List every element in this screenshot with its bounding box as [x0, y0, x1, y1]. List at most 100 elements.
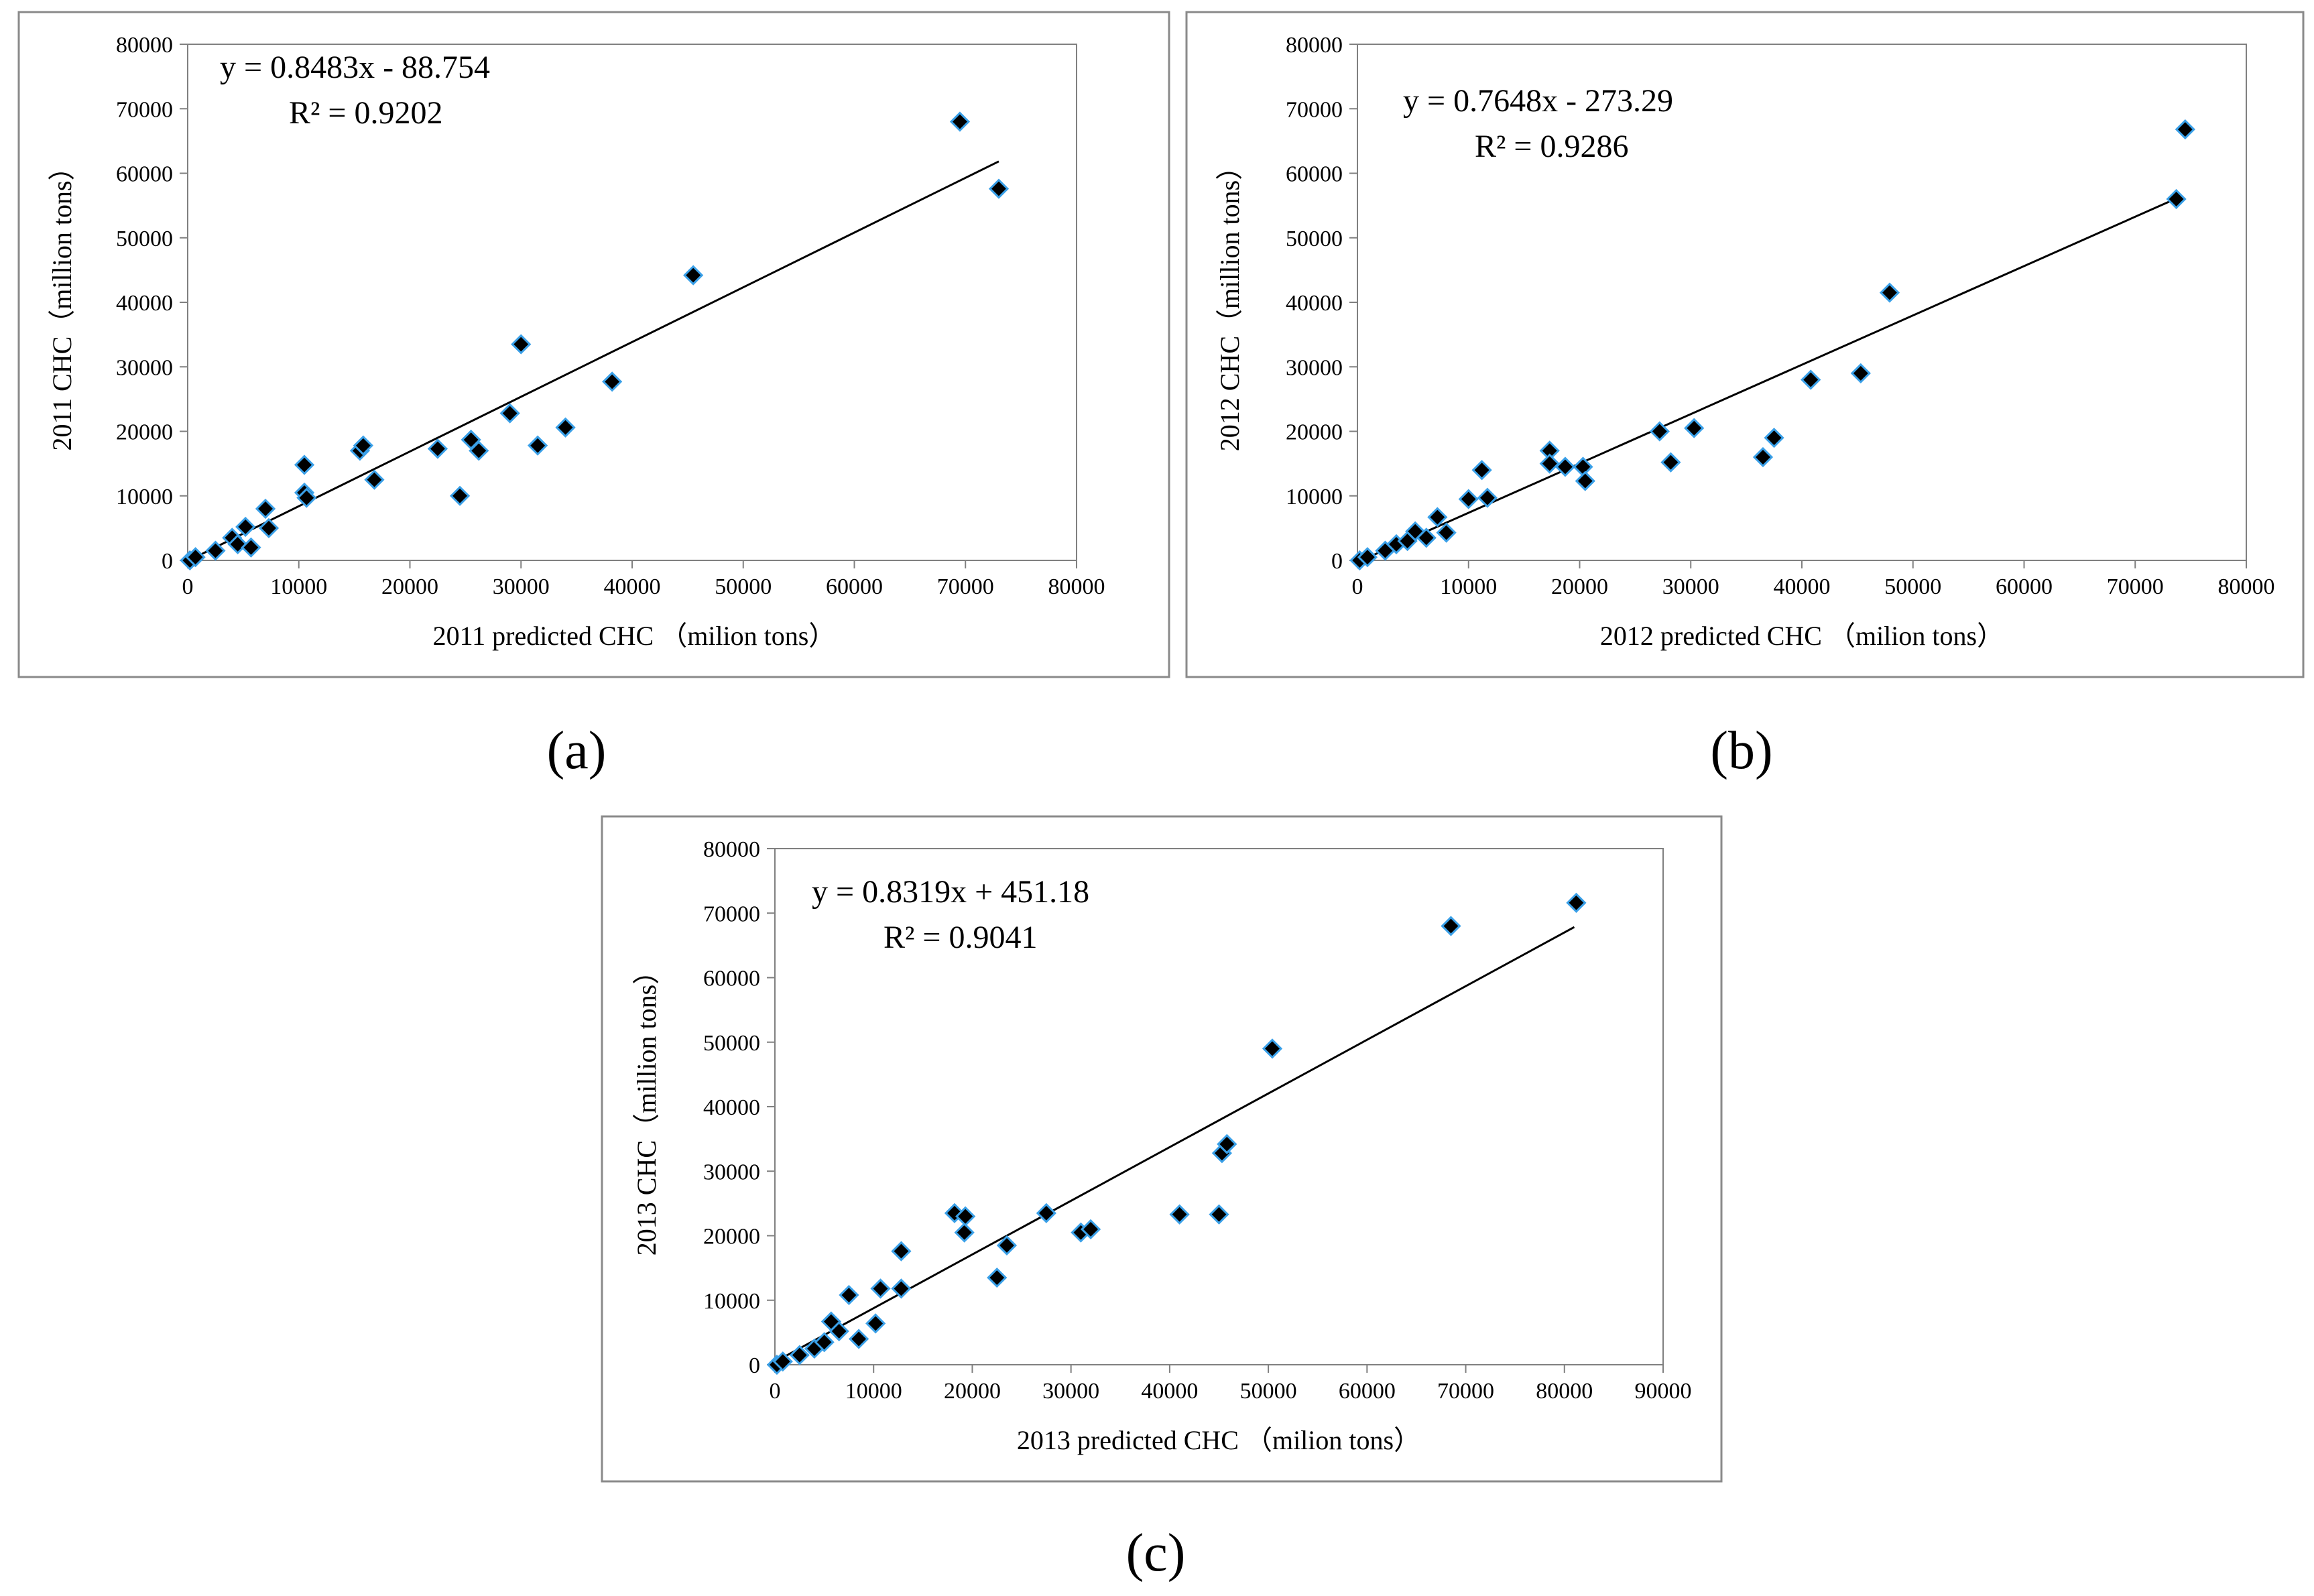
data-point-a	[555, 417, 576, 438]
data-point-b	[1477, 487, 1498, 508]
panel-label-a: (a)	[546, 721, 607, 780]
y-tick-label-a: 30000	[116, 355, 173, 380]
trend-equation-c: y = 0.8319x + 451.18	[812, 874, 1089, 910]
x-axis-title-b: 2012 predicted CHC （milion tons）	[1600, 621, 2004, 651]
x-tick-label-a: 80000	[1048, 574, 1105, 599]
data-point-a	[602, 371, 623, 392]
y-tick-label-b: 80000	[1286, 33, 1343, 58]
x-tick-label-c: 10000	[845, 1379, 902, 1404]
x-tick-label-b: 30000	[1662, 574, 1719, 599]
data-point-c	[891, 1241, 912, 1262]
panel-label-c: (c)	[1125, 1524, 1186, 1583]
data-point-b	[1879, 282, 1900, 303]
x-tick-label-a: 50000	[715, 574, 772, 599]
x-tick-label-c: 60000	[1339, 1379, 1396, 1404]
data-point-c	[1441, 916, 1461, 936]
data-point-c	[839, 1284, 859, 1306]
data-point-c	[954, 1222, 975, 1243]
y-axis-title-b: 2012 CHC（million tons）	[1215, 154, 1245, 452]
x-tick-label-c: 20000	[944, 1379, 1001, 1404]
x-tick-label-a: 40000	[604, 574, 661, 599]
x-tick-label-c: 40000	[1141, 1379, 1198, 1404]
data-point-b	[2166, 188, 2187, 210]
x-tick-label-a: 60000	[826, 574, 883, 599]
x-tick-label-c: 90000	[1635, 1379, 1692, 1404]
data-point-a	[511, 334, 532, 355]
data-point-b	[1850, 363, 1871, 383]
x-tick-label-b: 70000	[2107, 574, 2164, 599]
r-squared-a: R² = 0.9202	[289, 95, 442, 131]
y-tick-label-a: 50000	[116, 227, 173, 251]
chart-panel-c: 0 10000 20000 30000 40000 50000 60000 70000 8000…	[601, 815, 1723, 1483]
trend-equation-b: y = 0.7648x - 273.29	[1403, 83, 1673, 119]
data-point-a	[683, 265, 704, 286]
data-point-c	[1209, 1204, 1229, 1225]
y-tick-label-c: 20000	[703, 1225, 760, 1249]
x-tick-label-b: 20000	[1551, 574, 1608, 599]
data-point-b	[1436, 522, 1457, 543]
data-point-b	[1471, 460, 1492, 481]
data-point-b	[1764, 428, 1784, 448]
data-point-c	[849, 1329, 869, 1349]
data-point-b	[1539, 453, 1560, 474]
y-tick-label-a: 80000	[116, 33, 173, 58]
y-axis-title-c: 2013 CHC（million tons）	[631, 958, 662, 1256]
y-tick-label-a: 0	[162, 549, 173, 574]
data-point-a	[469, 440, 489, 461]
data-point-c	[870, 1278, 891, 1299]
y-tick-label-a: 40000	[116, 291, 173, 316]
data-point-c	[1169, 1204, 1190, 1225]
data-point-a	[185, 547, 206, 568]
x-tick-label-b: 60000	[1996, 574, 2053, 599]
panel-label-b: (b)	[1710, 721, 1773, 780]
chart-frame-b	[1185, 11, 2305, 678]
y-tick-label-b: 50000	[1286, 227, 1343, 251]
data-point-c	[1080, 1219, 1101, 1239]
data-point-c	[891, 1278, 912, 1299]
y-tick-label-b: 60000	[1286, 162, 1343, 187]
data-point-b	[1660, 452, 1681, 473]
x-tick-label-b: 50000	[1884, 574, 1941, 599]
data-point-a	[499, 403, 520, 424]
data-point-a	[527, 435, 548, 456]
y-axis-title-a: 2011 CHC（million tons）	[47, 154, 77, 450]
y-tick-label-b: 10000	[1286, 485, 1343, 509]
data-point-b	[1555, 456, 1576, 477]
data-point-b	[2175, 119, 2195, 140]
data-point-c	[1036, 1203, 1056, 1223]
data-point-b	[1357, 547, 1378, 568]
data-point-b	[1416, 528, 1437, 548]
data-point-a	[258, 517, 280, 538]
x-tick-label-b: 10000	[1440, 574, 1497, 599]
trend-equation-a: y = 0.8483x - 88.754	[220, 50, 490, 85]
r-squared-c: R² = 0.9041	[884, 920, 1037, 955]
data-point-c	[789, 1345, 810, 1365]
chart-frame-a	[17, 11, 1170, 678]
y-tick-label-a: 10000	[116, 485, 173, 509]
y-tick-label-b: 70000	[1286, 97, 1343, 122]
y-tick-label-c: 10000	[703, 1289, 760, 1314]
y-tick-label-b: 0	[1331, 549, 1343, 574]
y-tick-label-b: 20000	[1286, 420, 1343, 445]
data-point-a	[353, 435, 374, 456]
chart-panel-b: 0 10000 20000 30000 40000 50000 60000 70000 8000…	[1185, 11, 2305, 678]
data-point-c	[987, 1267, 1008, 1288]
r-squared-b: R² = 0.9286	[1475, 129, 1628, 164]
data-point-c	[1262, 1038, 1283, 1059]
x-tick-label-a: 0	[182, 574, 194, 599]
x-tick-label-c: 80000	[1536, 1379, 1593, 1404]
data-point-c	[772, 1351, 793, 1372]
chart-panel-a: 0 10000 20000 30000 40000 50000 60000 70000 8000…	[17, 11, 1170, 678]
data-point-b	[1458, 489, 1479, 509]
data-point-c	[1217, 1133, 1237, 1154]
x-tick-label-a: 10000	[270, 574, 327, 599]
data-point-a	[449, 485, 471, 506]
data-point-a	[235, 516, 256, 538]
data-point-c	[829, 1321, 849, 1342]
data-point-b	[1684, 418, 1705, 438]
data-point-a	[294, 454, 315, 475]
data-point-a	[988, 178, 1010, 199]
trendline-a	[187, 160, 999, 562]
x-tick-label-b: 80000	[2218, 574, 2275, 599]
x-axis-title-a: 2011 predicted CHC （milion tons）	[433, 621, 836, 651]
